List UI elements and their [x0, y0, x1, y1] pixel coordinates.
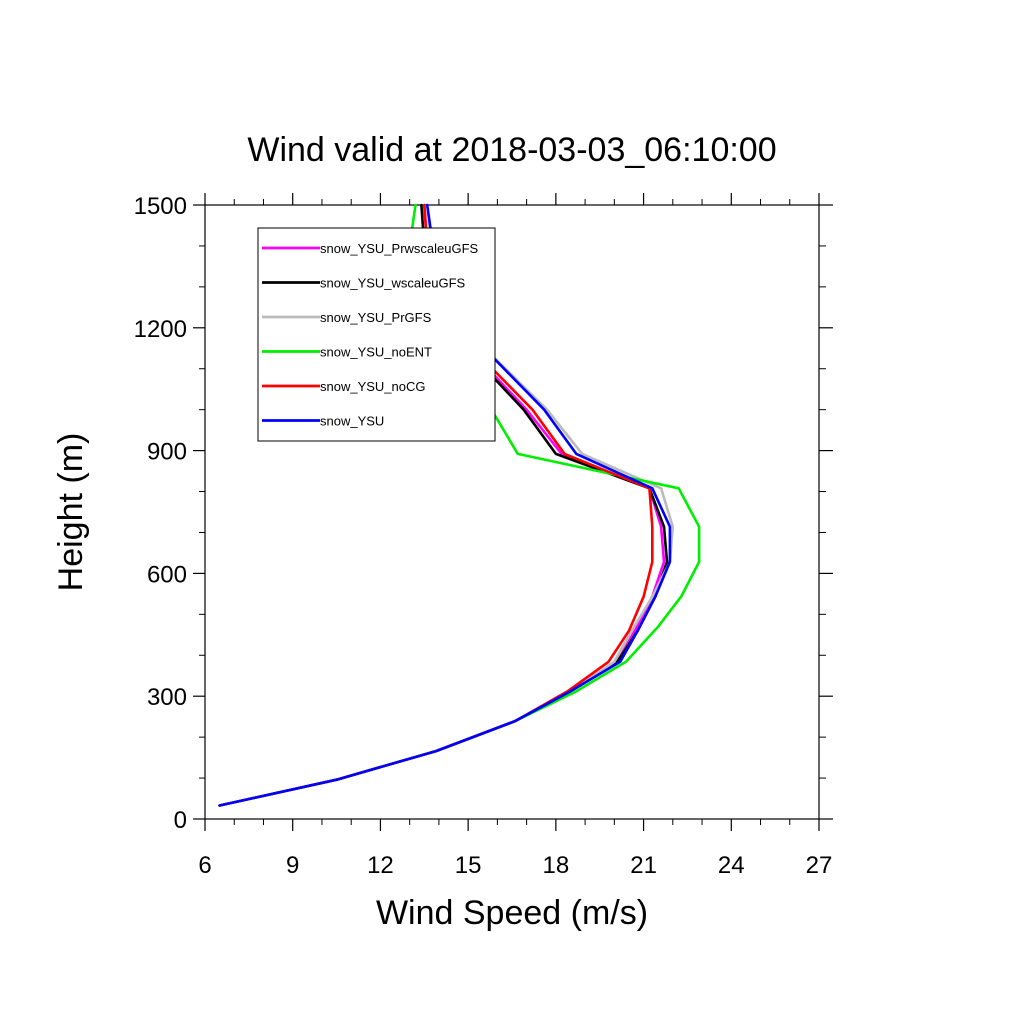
legend: snow_YSU_PrwscaleuGFS snow_YSU_wscaleuGFS… [257, 227, 496, 442]
x-tick-label: 15 [455, 852, 482, 879]
x-tick-label: 6 [198, 852, 211, 879]
x-tick-label: 18 [543, 852, 570, 879]
y-tick-label: 300 [147, 684, 187, 711]
series-line-snow_YSU [218, 203, 672, 807]
legend-box [257, 227, 496, 442]
x-tick-label: 27 [806, 852, 833, 879]
y-axis-label: Height (m) [52, 433, 90, 592]
y-tick-label: 900 [147, 439, 187, 466]
x-axis-label: Wind Speed (m/s) [376, 894, 648, 932]
x-tick-label: 12 [367, 852, 394, 879]
y-tick-label: 0 [174, 807, 187, 834]
legend-label: snow_YSU_noENT [320, 345, 432, 360]
legend-label: snow_YSU_PrwscaleuGFS [320, 241, 479, 256]
legend-label: snow_YSU_PrGFS [320, 310, 432, 325]
plot-frame [204, 204, 820, 820]
chart-title: Wind valid at 2018-03-03_06:10:00 [247, 131, 776, 169]
x-tick-label: 9 [286, 852, 299, 879]
y-tick-label: 1500 [134, 193, 187, 220]
x-tick-label: 24 [718, 852, 745, 879]
legend-label: snow_YSU [320, 414, 384, 429]
axis-ticks [193, 193, 833, 831]
y-tick-labels: 0 300 600 900 1200 1500 [134, 193, 187, 834]
legend-label: snow_YSU_wscaleuGFS [320, 276, 466, 291]
y-tick-label: 1200 [134, 316, 187, 343]
x-tick-labels: 6 9 12 15 18 21 24 27 [198, 852, 832, 879]
x-tick-label: 21 [630, 852, 657, 879]
legend-label: snow_YSU_noCG [320, 379, 426, 394]
y-tick-label: 600 [147, 561, 187, 588]
